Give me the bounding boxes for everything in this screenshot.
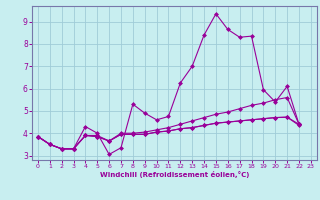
X-axis label: Windchill (Refroidissement éolien,°C): Windchill (Refroidissement éolien,°C): [100, 171, 249, 178]
